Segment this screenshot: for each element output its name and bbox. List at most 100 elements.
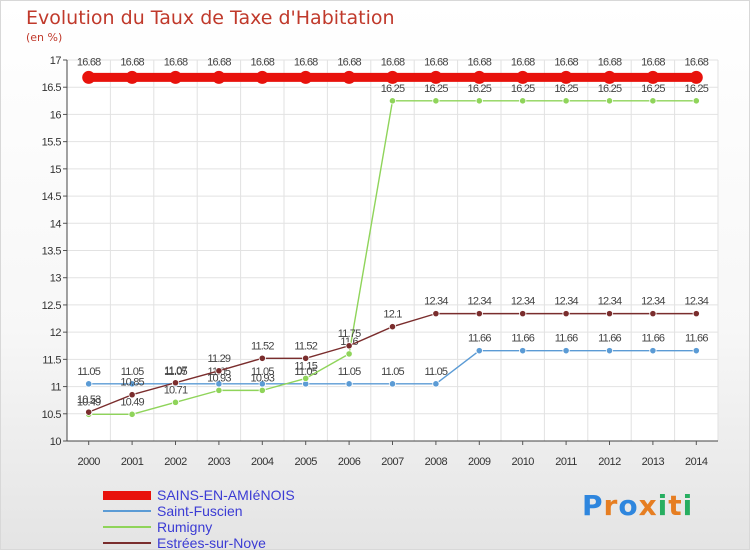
data-point-saint-fuscien [128,380,136,388]
legend-item: Saint-Fuscien [103,503,295,519]
data-label-sains-en-ami-nois: 16.68 [511,56,535,68]
legend-item: Rumigny [103,519,295,535]
data-point-sains-en-ami-nois [472,70,486,84]
data-label-saint-fuscien: 11.05 [164,366,187,378]
data-label-estr-es-sur-noye: 11.07 [164,365,187,377]
data-label-estr-es-sur-noye: 12.1 [383,309,402,321]
data-label-sains-en-ami-nois: 16.68 [685,56,709,68]
data-point-saint-fuscien [345,380,353,388]
data-label-sains-en-ami-nois: 16.68 [598,56,622,68]
data-label-sains-en-ami-nois: 16.68 [468,56,492,68]
chart-subtitle: (en %) [26,31,63,44]
data-point-rumigny [432,97,440,105]
x-tick-label: 2005 [294,456,317,468]
logo-letter: o [618,489,639,522]
y-tick-label: 12.5 [42,300,62,312]
y-tick-label: 14 [50,218,62,230]
data-point-rumigny [302,374,310,383]
logo-letter: t [668,489,683,522]
data-point-rumigny [345,350,353,358]
x-tick-label: 2014 [685,456,708,468]
y-tick-label: 13 [50,273,62,285]
legend-item: SAINS-EN-AMIéNOIS [103,487,295,503]
legend-swatch [103,510,151,512]
data-label-sains-en-ami-nois: 16.68 [337,56,361,68]
x-tick-label: 2004 [251,456,274,468]
x-tick-label: 2009 [468,456,491,468]
data-point-sains-en-ami-nois [82,70,96,84]
data-label-rumigny: 16.25 [381,83,405,95]
data-point-sains-en-ami-nois [169,70,182,84]
legend-swatch [103,526,151,528]
x-tick-label: 2012 [598,456,621,468]
data-point-sains-en-ami-nois [429,70,443,84]
legend-label: Estrées-sur-Noye [157,535,266,550]
data-point-sains-en-ami-nois [386,70,399,84]
y-tick-label: 15 [50,164,62,176]
data-point-rumigny [128,410,136,418]
data-point-saint-fuscien [605,347,614,355]
legend-swatch [103,490,151,500]
x-tick-label: 2011 [555,456,577,468]
legend-swatch [103,542,151,544]
data-label-saint-fuscien: 11.05 [251,366,274,378]
data-label-estr-es-sur-noye: 12.34 [641,296,665,308]
data-label-estr-es-sur-noye: 10.85 [120,377,144,389]
data-point-estr-es-sur-noye [475,310,483,318]
data-point-rumigny [692,97,700,105]
data-label-rumigny: 16.25 [511,83,535,95]
x-tick-label: 2010 [511,456,534,468]
data-label-estr-es-sur-noye: 12.34 [511,296,535,308]
data-label-rumigny: 16.25 [554,83,578,95]
data-point-estr-es-sur-noye [258,354,266,362]
data-point-estr-es-sur-noye [605,310,614,318]
x-tick-label: 2008 [425,456,448,468]
data-label-saint-fuscien: 11.05 [425,366,448,378]
data-label-rumigny: 10.93 [251,372,275,384]
data-label-rumigny: 10.49 [120,396,144,408]
data-point-saint-fuscien [432,380,440,388]
logo-letter: r [603,489,619,522]
data-label-sains-en-ami-nois: 16.68 [77,56,101,68]
data-point-rumigny [258,386,266,394]
y-tick-label: 16 [50,109,62,121]
data-label-sains-en-ami-nois: 16.68 [554,56,578,68]
data-label-saint-fuscien: 11.66 [511,333,534,345]
y-tick-label: 12 [50,327,62,339]
data-label-estr-es-sur-noye: 12.34 [554,296,578,308]
data-label-estr-es-sur-noye: 11.75 [338,328,361,340]
y-tick-label: 14.5 [42,191,62,203]
data-label-sains-en-ami-nois: 16.68 [207,56,231,68]
data-label-sains-en-ami-nois: 16.68 [120,56,144,68]
data-label-estr-es-sur-noye: 12.34 [598,296,622,308]
x-tick-label: 2006 [338,456,361,468]
data-label-saint-fuscien: 11.66 [598,333,621,345]
x-tick-label: 2000 [77,456,100,468]
data-point-saint-fuscien [388,380,397,388]
data-point-sains-en-ami-nois [559,70,573,84]
data-point-rumigny [475,97,483,105]
data-point-sains-en-ami-nois [342,70,356,84]
data-label-estr-es-sur-noye: 12.34 [685,296,709,308]
y-tick-label: 10 [50,436,62,448]
data-label-sains-en-ami-nois: 16.68 [164,56,188,68]
data-label-saint-fuscien: 11.66 [555,333,578,345]
data-point-sains-en-ami-nois [689,70,703,84]
data-point-sains-en-ami-nois [603,70,616,84]
data-point-estr-es-sur-noye [345,342,353,350]
data-point-estr-es-sur-noye [692,310,700,318]
data-label-estr-es-sur-noye: 12.34 [424,296,448,308]
data-point-sains-en-ami-nois [125,70,139,84]
logo-letter: i [682,489,694,522]
data-label-saint-fuscien: 11.05 [121,366,144,378]
data-point-estr-es-sur-noye [171,379,180,387]
logo-letter: P [582,489,604,522]
data-point-estr-es-sur-noye [562,310,570,318]
data-point-rumigny [649,97,657,105]
data-label-rumigny: 10.93 [207,372,231,384]
y-tick-label: 17 [50,55,62,67]
x-tick-label: 2002 [164,456,187,468]
data-point-rumigny [605,97,614,105]
data-point-rumigny [562,97,570,105]
